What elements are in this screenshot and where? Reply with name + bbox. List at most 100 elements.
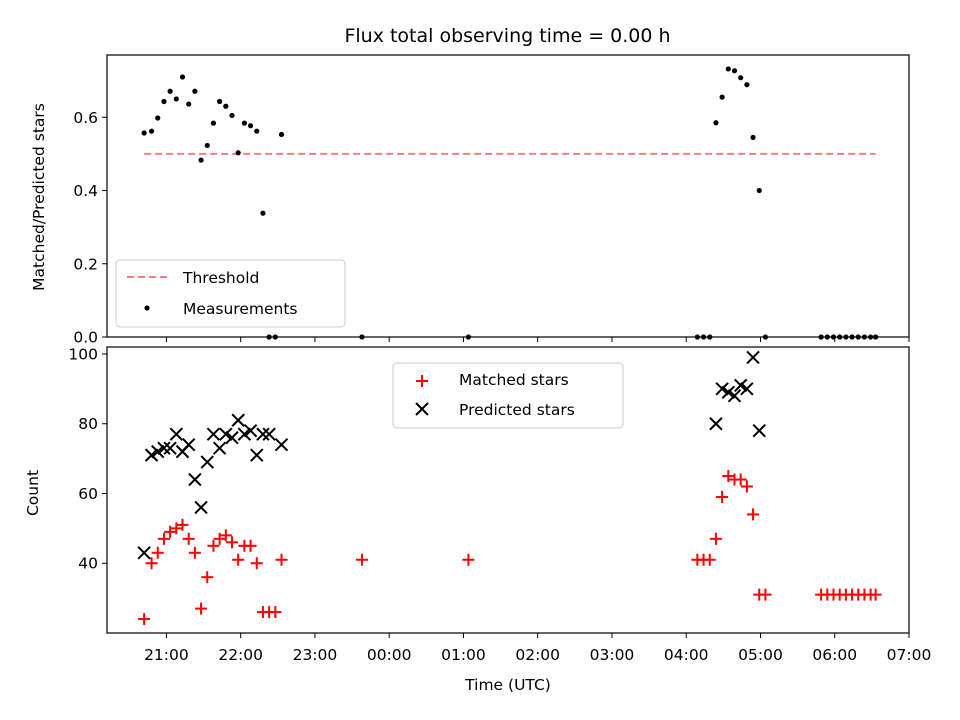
matched-point-6: [176, 518, 189, 531]
measurement-point-44: [861, 334, 868, 340]
bottom-y-axis-label: Count: [24, 470, 42, 516]
predicted-point-4: [163, 441, 177, 455]
x-tick-label-0: 21:00: [144, 646, 189, 664]
measurement-point-24: [465, 334, 471, 340]
x-tick-label-3: 00:00: [367, 646, 412, 664]
top-legend: Threshold Measurements: [115, 259, 346, 328]
measurement-point-21: [272, 334, 278, 340]
bottom-y-ticks: 40 60 80 100: [68, 345, 107, 573]
measurement-point-7: [186, 101, 192, 107]
matched-point-1: [145, 557, 158, 570]
predicted-point-0: [137, 546, 151, 560]
threshold-legend-label: Threshold: [182, 269, 259, 287]
measurement-point-17: [247, 123, 254, 129]
bottom-legend: Matched stars Predicted stars: [392, 362, 624, 429]
measurement-point-1: [148, 128, 155, 134]
measurement-point-41: [843, 334, 849, 340]
matched-point-18: [250, 557, 263, 570]
matched-point-3: [157, 532, 170, 545]
measurement-point-6: [179, 74, 186, 80]
predicted-point-23: [715, 382, 729, 396]
measurement-point-32: [738, 75, 744, 81]
measurement-point-33: [744, 82, 750, 88]
measurement-point-2: [155, 115, 161, 121]
measurement-point-46: [872, 334, 879, 340]
measurement-point-5: [173, 96, 179, 102]
measurement-point-18: [254, 128, 260, 134]
bottom-plot-marks: [137, 350, 882, 626]
matched-point-23: [355, 553, 368, 566]
matched-point-14: [226, 536, 239, 549]
matched-point-36: [759, 588, 772, 601]
matched-point-10: [201, 571, 214, 584]
x-axis-label: Time (UTC): [464, 676, 551, 694]
measurements-legend-swatch: [144, 305, 150, 311]
predicted-point-9: [194, 500, 208, 515]
measurement-point-40: [837, 334, 843, 340]
predicted-point-25: [727, 389, 742, 403]
measurement-point-34: [750, 134, 756, 141]
measurement-point-20: [266, 334, 272, 340]
matched-point-24: [462, 553, 475, 566]
measurement-point-14: [229, 112, 235, 119]
predicted-point-19: [256, 427, 270, 441]
predicted-point-18: [250, 448, 264, 462]
predicted-point-8: [188, 472, 202, 487]
measurement-point-19: [260, 210, 266, 216]
measurement-point-35: [756, 187, 762, 194]
measurement-point-11: [210, 120, 217, 126]
predicted-point-2: [151, 444, 165, 459]
measurement-point-16: [241, 120, 247, 126]
matched-legend-swatch: [416, 375, 428, 387]
matched-point-13: [219, 529, 232, 542]
measurements-legend-label: Measurements: [183, 300, 298, 318]
matched-point-7: [182, 532, 195, 545]
matched-point-8: [188, 546, 201, 559]
predicted-point-3: [157, 441, 171, 455]
chart-title: Flux total observing time = 0.00 h: [344, 25, 670, 47]
measurement-point-43: [855, 334, 861, 340]
predicted-point-17: [243, 424, 258, 438]
predicted-point-11: [206, 427, 221, 441]
measurement-point-9: [198, 157, 204, 163]
matched-point-9: [195, 602, 208, 615]
x-ticks: 21:00 22:00 23:00 00:00 01:00 02:00 03:00 04:00…: [144, 337, 931, 664]
matched-point-27: [703, 553, 716, 566]
measurement-point-45: [868, 334, 874, 340]
predicted-legend-swatch: [415, 402, 429, 416]
matched-point-30: [722, 470, 735, 483]
x-tick-label-10: 07:00: [887, 646, 932, 664]
matched-point-29: [716, 490, 729, 503]
matched-point-5: [170, 522, 183, 535]
matched-point-32: [734, 473, 747, 486]
matched-point-46: [869, 588, 882, 601]
measurement-point-31: [731, 68, 738, 74]
bottom-y-tick-label-1: 60: [78, 485, 98, 503]
matched-point-17: [244, 539, 257, 552]
top-y-tick-label-1: 0.2: [73, 255, 98, 273]
bottom-plot-frame: [106, 346, 910, 634]
measurement-point-15: [235, 150, 241, 156]
measurement-point-26: [700, 334, 707, 340]
predicted-point-24: [721, 385, 736, 400]
bottom-y-tick-label-0: 40: [78, 555, 98, 573]
predicted-point-15: [231, 413, 245, 427]
measurement-point-12: [217, 98, 223, 105]
measurement-point-38: [824, 334, 830, 340]
measurement-point-28: [713, 120, 719, 126]
measurement-point-23: [359, 334, 365, 340]
matched-point-12: [213, 532, 226, 545]
predicted-point-14: [225, 430, 239, 445]
bottom-legend-box: [392, 362, 624, 429]
measurement-point-36: [762, 334, 769, 340]
x-tick-label-4: 01:00: [441, 646, 486, 664]
matched-point-11: [207, 539, 220, 552]
matched-point-22: [275, 553, 288, 566]
matched-legend-label: Matched stars: [459, 371, 569, 389]
predicted-legend-label: Predicted stars: [459, 401, 575, 419]
top-legend-box: [115, 259, 346, 328]
measurement-point-3: [161, 98, 167, 105]
matched-point-34: [747, 508, 760, 521]
top-plot-frame: [106, 54, 910, 338]
